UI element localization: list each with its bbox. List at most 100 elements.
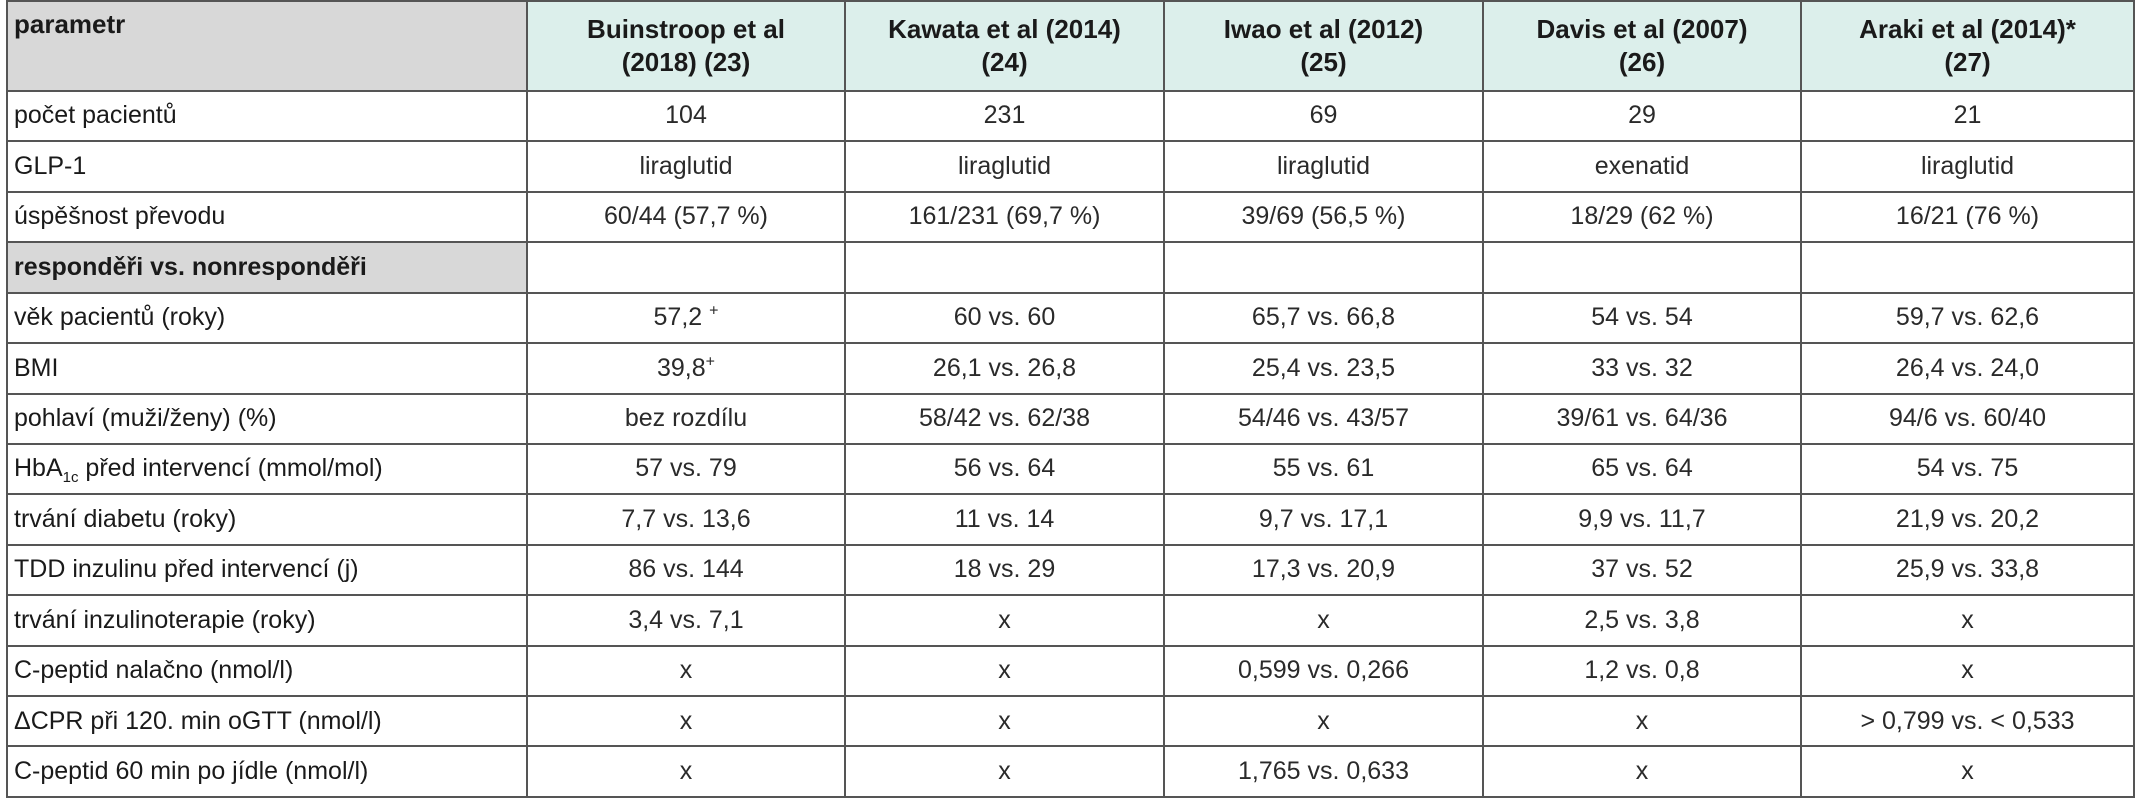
cell-value: 57,2 xyxy=(653,303,703,332)
row-label: věk pacientů (roky) xyxy=(6,291,528,345)
table-cell: 29 xyxy=(1482,89,1802,143)
label-part: před intervencí (mmol/mol) xyxy=(78,454,383,483)
row-label: ΔCPR při 120. min oGTT (nmol/l) xyxy=(6,695,528,748)
table-cell: x xyxy=(1163,695,1484,748)
table-cell: x xyxy=(1800,594,2135,647)
table-cell: 18 vs. 29 xyxy=(844,543,1165,597)
table-cell: 54 vs. 54 xyxy=(1482,291,1802,345)
header-study-line2: (26) xyxy=(1618,47,1666,77)
row-label: trvání inzulinoterapie (roky) xyxy=(6,594,528,647)
header-study-line1: Araki et al (2014)* xyxy=(1859,13,2076,44)
header-study-araki: Araki et al (2014)* (27) xyxy=(1800,0,2135,92)
header-parametr: parametr xyxy=(6,0,528,92)
table-cell: bez rozdílu xyxy=(526,392,846,445)
table-cell: 18/29 (62 %) xyxy=(1482,190,1802,244)
header-study-kawata: Kawata et al (2014) (24) xyxy=(844,0,1165,92)
table-cell: 37 vs. 52 xyxy=(1482,543,1802,597)
empty-cell xyxy=(844,241,1165,294)
table-cell: x xyxy=(844,695,1165,748)
table-cell: 65 vs. 64 xyxy=(1482,442,1802,496)
table-cell: x xyxy=(1482,695,1802,748)
header-study-line2: (2018) (23) xyxy=(621,47,751,77)
table-row-c-peptid-nalacno: C-peptid nalačno (nmol/l) x x 0,599 vs. … xyxy=(6,644,2135,698)
table-cell: 1,2 vs. 0,8 xyxy=(1482,644,1802,698)
table-cell: x xyxy=(1800,644,2135,698)
table-cell: x xyxy=(526,644,846,698)
table-cell: 39/61 vs. 64/36 xyxy=(1482,392,1802,445)
header-study-buinstroop: Buinstroop et al (2018) (23) xyxy=(526,0,846,92)
header-study-line1: Kawata et al (2014) xyxy=(888,13,1121,44)
table-cell: 94/6 vs. 60/40 xyxy=(1800,392,2135,445)
row-label: pohlaví (muži/ženy) (%) xyxy=(6,392,528,445)
table-cell: 25,9 vs. 33,8 xyxy=(1800,543,2135,597)
table-cell: 26,4 vs. 24,0 xyxy=(1800,342,2135,395)
header-study-line1: Davis et al (2007) xyxy=(1536,13,1748,44)
table-cell: liraglutid xyxy=(1800,140,2135,193)
section-label-respondери: responděři vs. nonresponděři xyxy=(6,241,528,294)
table-cell: 7,7 vs. 13,6 xyxy=(526,493,846,546)
table-row-pohlavi: pohlaví (muži/ženy) (%) bez rozdílu 58/4… xyxy=(6,392,2135,445)
table-cell: 16/21 (76 %) xyxy=(1800,190,2135,244)
table-cell: exenatid xyxy=(1482,140,1802,193)
table-cell: liraglutid xyxy=(844,140,1165,193)
table-cell: 39,8+ xyxy=(526,342,846,395)
table-cell: 69 xyxy=(1163,89,1484,143)
table-cell: liraglutid xyxy=(1163,140,1484,193)
row-label: úspěšnost převodu xyxy=(6,190,528,244)
table-cell: 2,5 vs. 3,8 xyxy=(1482,594,1802,647)
table-cell: 3,4 vs. 7,1 xyxy=(526,594,846,647)
table-cell: liraglutid xyxy=(526,140,846,193)
comparison-table: parametr Buinstroop et al (2018) (23) Ka… xyxy=(6,0,2135,798)
table-row-glp1: GLP-1 liraglutid liraglutid liraglutid e… xyxy=(6,140,2135,193)
row-label: GLP-1 xyxy=(6,140,528,193)
table-cell: x xyxy=(844,594,1165,647)
table-cell: x xyxy=(1482,745,1802,798)
table-cell: x xyxy=(526,745,846,798)
table-row-hba1c: HbA1c před intervencí (mmol/mol) 57 vs. … xyxy=(6,442,2135,496)
cell-superscript: + xyxy=(705,353,715,371)
table-cell: 1,765 vs. 0,633 xyxy=(1163,745,1484,798)
cell-superscript: + xyxy=(709,302,719,320)
table-cell: x xyxy=(1163,594,1484,647)
table-cell: 0,599 vs. 0,266 xyxy=(1163,644,1484,698)
table-row-uspesnost-prevodu: úspěšnost převodu 60/44 (57,7 %) 161/231… xyxy=(6,190,2135,244)
row-label: počet pacientů xyxy=(6,89,528,143)
empty-cell xyxy=(1482,241,1802,294)
table-cell: 56 vs. 64 xyxy=(844,442,1165,496)
row-label: BMI xyxy=(6,342,528,395)
table-cell: 9,7 vs. 17,1 xyxy=(1163,493,1484,546)
header-study-davis: Davis et al (2007) (26) xyxy=(1482,0,1802,92)
header-study-line2: (25) xyxy=(1300,47,1347,77)
header-study-line1: Iwao et al (2012) xyxy=(1223,13,1424,44)
row-label: TDD inzulinu před intervencí (j) xyxy=(6,543,528,597)
table-cell: x xyxy=(1800,745,2135,798)
table-row-c-peptid-po-jidle: C-peptid 60 min po jídle (nmol/l) x x 1,… xyxy=(6,745,2135,798)
row-label: trvání diabetu (roky) xyxy=(6,493,528,546)
table-cell: > 0,799 vs. < 0,533 xyxy=(1800,695,2135,748)
table-row-delta-cpr: ΔCPR při 120. min oGTT (nmol/l) x x x x … xyxy=(6,695,2135,748)
header-study-iwao: Iwao et al (2012) (25) xyxy=(1163,0,1484,92)
table-row-trvani-diabetu: trvání diabetu (roky) 7,7 vs. 13,6 11 vs… xyxy=(6,493,2135,546)
table-row-pocet-pacientu: počet pacientů 104 231 69 29 21 xyxy=(6,89,2135,143)
table-row-vek-pacientu: věk pacientů (roky) 57,2 + 60 vs. 60 65,… xyxy=(6,291,2135,345)
table-cell: 33 vs. 32 xyxy=(1482,342,1802,395)
table-cell: 55 vs. 61 xyxy=(1163,442,1484,496)
table-cell: 57 vs. 79 xyxy=(526,442,846,496)
table-cell: 86 vs. 144 xyxy=(526,543,846,597)
label-subscript: 1c xyxy=(62,469,79,487)
empty-cell xyxy=(526,241,846,294)
table-cell: 58/42 vs. 62/38 xyxy=(844,392,1165,445)
empty-cell xyxy=(1163,241,1484,294)
table-cell: 161/231 (69,7 %) xyxy=(844,190,1165,244)
empty-cell xyxy=(1800,241,2135,294)
table-section-row: responděři vs. nonresponděři xyxy=(6,241,2135,294)
table-cell: 21,9 vs. 20,2 xyxy=(1800,493,2135,546)
table-cell: 60 vs. 60 xyxy=(844,291,1165,345)
table-cell: 9,9 vs. 11,7 xyxy=(1482,493,1802,546)
table-cell: 104 xyxy=(526,89,846,143)
cell-value: 39,8 xyxy=(656,353,706,382)
table-cell: x xyxy=(844,644,1165,698)
header-study-line1: Buinstroop et al xyxy=(587,13,785,44)
table-cell: 65,7 vs. 66,8 xyxy=(1163,291,1484,345)
row-label: C-peptid nalačno (nmol/l) xyxy=(6,644,528,698)
